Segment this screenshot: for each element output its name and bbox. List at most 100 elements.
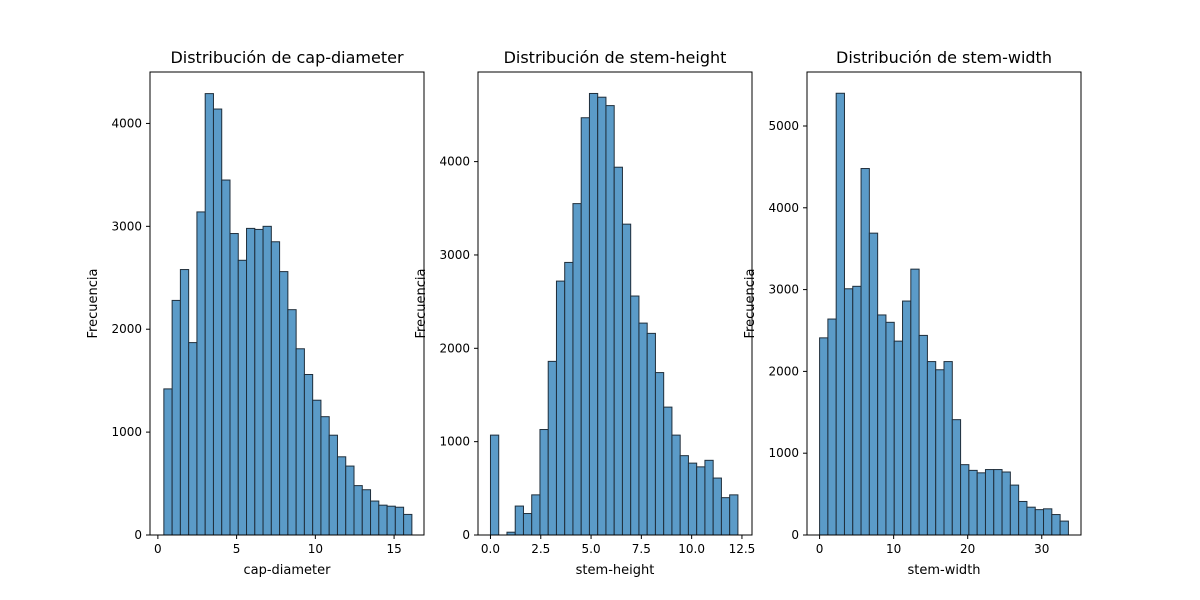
x-tick-label: 2.5 xyxy=(531,542,550,556)
histogram-bar xyxy=(663,406,673,536)
histogram-bar xyxy=(254,228,264,536)
chart-title: Distribución de cap-diameter xyxy=(170,48,404,67)
histogram-bar xyxy=(564,261,574,536)
histogram-bar xyxy=(196,211,206,536)
histogram-panel-2: 0.0 2.5 5.0 7.5 10.0 12.5 0 1000 2000 3000 4000 Dis… xyxy=(414,48,755,578)
y-tick-label: 2000 xyxy=(768,364,799,378)
histogram-bar xyxy=(262,225,272,536)
histogram-bar xyxy=(984,469,995,536)
y-tick-label: 4000 xyxy=(439,155,470,169)
histogram-bar xyxy=(1001,471,1011,536)
histogram-bar xyxy=(926,361,937,536)
x-tick-label: 5 xyxy=(233,542,241,556)
histogram-bar xyxy=(188,342,198,536)
histogram-bar xyxy=(597,96,607,536)
histogram-bar xyxy=(679,455,689,536)
histogram-bar xyxy=(386,505,396,536)
histogram-panel-1: 0 5 10 15 0 1000 2000 3000 4000 Distribución de c… xyxy=(86,48,425,578)
histogram-bar xyxy=(704,459,714,536)
histogram-bar xyxy=(720,497,731,536)
histogram-bar xyxy=(613,166,623,536)
histogram-bar xyxy=(539,429,549,536)
histogram-bar xyxy=(270,241,281,536)
x-tick-label: 0 xyxy=(154,542,162,556)
histogram-bar xyxy=(993,469,1003,536)
histogram-bar xyxy=(835,92,845,536)
x-tick-label: 20 xyxy=(960,542,975,556)
y-axis-label: Frecuencia xyxy=(414,269,429,339)
histogram-bar xyxy=(918,334,928,536)
histogram-bar xyxy=(572,203,582,536)
histogram-bar xyxy=(902,300,912,536)
histogram-bar xyxy=(163,388,173,536)
x-tick-label: 10 xyxy=(308,542,323,556)
histogram-bar xyxy=(522,513,533,536)
x-tick-label: 5.0 xyxy=(582,542,601,556)
histogram-bar xyxy=(212,108,223,536)
histogram-bar xyxy=(852,285,862,536)
histogram-bar xyxy=(336,456,347,536)
histogram-bar xyxy=(621,223,632,536)
histogram-bar xyxy=(279,271,289,536)
y-tick-label: 3000 xyxy=(111,219,142,233)
histogram-bar xyxy=(976,472,986,536)
y-tick-label: 0 xyxy=(791,528,799,542)
histogram-bar xyxy=(696,466,706,536)
x-tick-label: 12.5 xyxy=(729,542,756,556)
axes-frame xyxy=(477,71,753,536)
histogram-bar xyxy=(1034,509,1045,536)
x-tick-label: 30 xyxy=(1034,542,1049,556)
histogram-bar xyxy=(514,505,524,536)
x-tick-label: 10 xyxy=(886,542,901,556)
histogram-bar xyxy=(312,399,322,536)
histogram-bar xyxy=(654,372,665,536)
histogram-bar xyxy=(1059,520,1069,536)
histogram-bar xyxy=(951,419,962,536)
histogram-bar xyxy=(295,348,305,536)
histogram-bar xyxy=(353,485,363,536)
histogram-bar xyxy=(1026,506,1036,536)
x-tick-label: 7.5 xyxy=(632,542,651,556)
x-tick-label: 0.0 xyxy=(481,542,500,556)
histogram-bar xyxy=(893,340,904,536)
histogram-bar xyxy=(1009,484,1020,536)
histogram-bar xyxy=(630,295,640,536)
y-tick-label: 1000 xyxy=(111,425,142,439)
histogram-bar xyxy=(547,360,557,536)
y-tick-label: 2000 xyxy=(439,341,470,355)
histogram-bar xyxy=(968,469,978,536)
histogram-panel-3: 0 10 20 30 0 1000 2000 3000 4000 5000 Distribución… xyxy=(743,48,1082,578)
histogram-bar xyxy=(179,269,190,536)
histogram-bar xyxy=(489,434,500,536)
histogram-bar xyxy=(221,179,231,536)
histogram-bar xyxy=(361,489,372,536)
histogram-bar xyxy=(403,513,413,536)
y-axis-label: Frecuencia xyxy=(86,269,101,339)
histogram-bar xyxy=(378,504,388,536)
histogram-bar xyxy=(687,462,698,536)
histogram-bar xyxy=(320,416,330,536)
histogram-bar xyxy=(555,280,566,536)
histogram-bar xyxy=(1043,508,1053,536)
y-tick-label: 1000 xyxy=(768,446,799,460)
histogram-bar xyxy=(843,288,854,536)
histogram-bar xyxy=(605,105,615,536)
histogram-bar xyxy=(237,259,248,536)
histogram-bar xyxy=(1051,514,1061,536)
histogram-bar xyxy=(328,434,338,536)
histogram-bar xyxy=(394,506,405,536)
y-tick-label: 1000 xyxy=(439,435,470,449)
histogram-bar xyxy=(229,233,239,536)
histogram-bar xyxy=(910,268,920,536)
histogram-bar xyxy=(671,434,681,536)
histogram-bar xyxy=(935,369,945,536)
histogram-bar xyxy=(246,227,256,536)
y-tick-label: 5000 xyxy=(768,119,799,133)
y-tick-label: 4000 xyxy=(768,201,799,215)
histogram-bar xyxy=(580,117,590,536)
y-tick-label: 0 xyxy=(134,528,142,542)
axes-frame xyxy=(149,71,425,536)
chart-title: Distribución de stem-width xyxy=(836,48,1052,67)
x-axis-label: cap-diameter xyxy=(244,563,332,578)
